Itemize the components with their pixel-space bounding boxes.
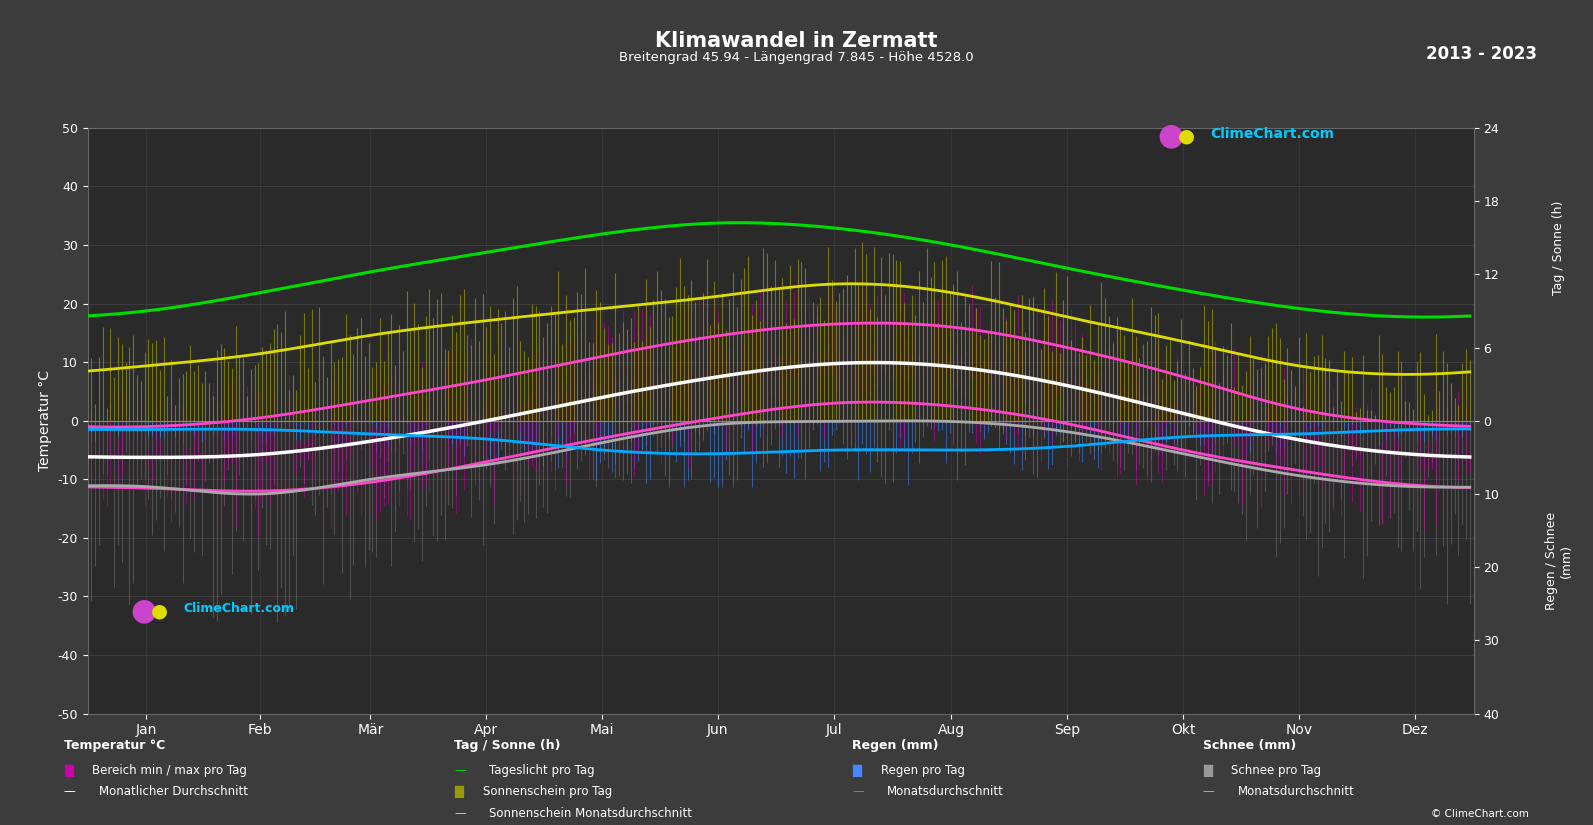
Text: Regen (mm): Regen (mm) — [852, 739, 938, 752]
Text: Regen pro Tag: Regen pro Tag — [881, 764, 965, 777]
Y-axis label: Temperatur °C: Temperatur °C — [38, 370, 53, 471]
Text: © ClimeChart.com: © ClimeChart.com — [1432, 808, 1529, 818]
Text: █: █ — [1203, 764, 1212, 777]
Text: Sonnenschein Monatsdurchschnitt: Sonnenschein Monatsdurchschnitt — [489, 807, 691, 820]
Text: Schnee pro Tag: Schnee pro Tag — [1231, 764, 1322, 777]
Text: —: — — [454, 807, 465, 820]
Text: 2013 - 2023: 2013 - 2023 — [1426, 45, 1537, 64]
Text: ●: ● — [1179, 126, 1195, 146]
Text: Monatsdurchschnitt: Monatsdurchschnitt — [887, 785, 1004, 799]
Text: Schnee (mm): Schnee (mm) — [1203, 739, 1297, 752]
Text: —: — — [1203, 785, 1214, 799]
Text: █: █ — [454, 785, 464, 799]
Text: ●: ● — [131, 596, 156, 625]
Text: Monatsdurchschnitt: Monatsdurchschnitt — [1238, 785, 1354, 799]
Text: Regen / Schnee
(mm): Regen / Schnee (mm) — [1545, 512, 1572, 610]
Text: Tageslicht pro Tag: Tageslicht pro Tag — [489, 764, 594, 777]
Text: Tag / Sonne (h): Tag / Sonne (h) — [454, 739, 561, 752]
Text: █: █ — [852, 764, 862, 777]
Text: Klimawandel in Zermatt: Klimawandel in Zermatt — [655, 31, 938, 51]
Text: Monatlicher Durchschnitt: Monatlicher Durchschnitt — [99, 785, 249, 799]
Text: Bereich min / max pro Tag: Bereich min / max pro Tag — [92, 764, 247, 777]
Text: ●: ● — [151, 601, 167, 620]
Text: —: — — [454, 764, 465, 777]
Text: Sonnenschein pro Tag: Sonnenschein pro Tag — [483, 785, 612, 799]
Text: ClimeChart.com: ClimeChart.com — [183, 602, 295, 615]
Text: █: █ — [64, 764, 73, 777]
Text: Temperatur °C: Temperatur °C — [64, 739, 166, 752]
Text: —: — — [64, 785, 75, 799]
Text: —: — — [852, 785, 863, 799]
Text: Tag / Sonne (h): Tag / Sonne (h) — [1552, 200, 1566, 295]
Text: ClimeChart.com: ClimeChart.com — [1211, 128, 1335, 141]
Text: Breitengrad 45.94 - Längengrad 7.845 - Höhe 4528.0: Breitengrad 45.94 - Längengrad 7.845 - H… — [620, 51, 973, 64]
Text: ●: ● — [1158, 121, 1184, 151]
